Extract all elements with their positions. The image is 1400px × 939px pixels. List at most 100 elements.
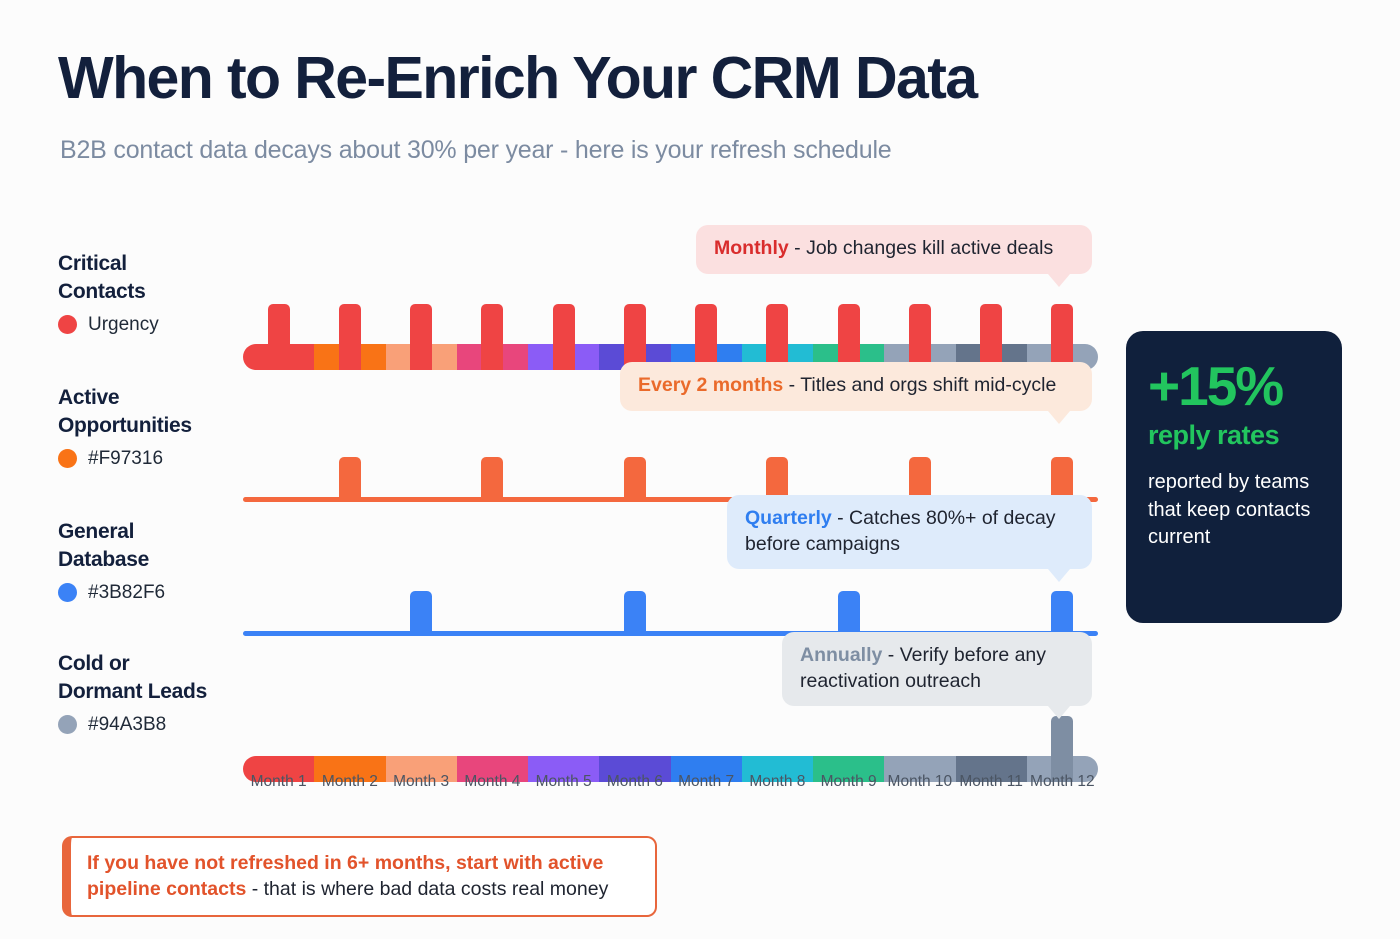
month-tick-label: Month 6 (606, 773, 663, 790)
legend-label: #94A3B8 (88, 713, 167, 735)
refresh-marker[interactable] (837, 304, 860, 370)
legend-dot-icon (58, 315, 77, 335)
callout-dash: - (783, 374, 801, 396)
legend-dot-icon (58, 449, 77, 469)
timeline-segment (314, 756, 386, 782)
refresh-marker[interactable] (695, 304, 718, 370)
month-tick-label: Month 1 (250, 773, 307, 790)
month-tick-label: Month 11 (959, 773, 1023, 790)
legend-dot-icon (58, 583, 77, 603)
refresh-marker[interactable] (623, 457, 646, 502)
track-critical-contacts[interactable] (243, 280, 1098, 370)
month-tick-label: Month 5 (535, 773, 592, 790)
timeline-segment (955, 756, 1027, 782)
row-title-line1: Cold or (58, 652, 130, 675)
row-title-line1: General (58, 520, 135, 543)
month-tick-label: Month 7 (678, 773, 735, 790)
callout-dash: - (788, 237, 807, 259)
track-cold-dormant-leads[interactable] (243, 692, 1098, 782)
refresh-marker[interactable] (623, 591, 646, 636)
refresh-marker[interactable] (1051, 591, 1074, 636)
timeline-segment (243, 756, 315, 782)
row-title-line1: Active (58, 386, 120, 409)
refresh-marker[interactable] (623, 304, 646, 370)
track-active-opportunities[interactable] (243, 412, 1098, 502)
bottom-advice-note: If you have not refreshed in 6+ months, … (62, 836, 657, 918)
segmented-timeline-bar (243, 756, 1098, 782)
refresh-marker[interactable] (267, 304, 290, 370)
bottom-note-lead: If you have not refreshed in 6+ months, … (87, 852, 604, 901)
bottom-note-text: that is where bad data costs real money (263, 878, 609, 901)
callout-quarterly[interactable]: Quarterly - Catches 80%+ of decay before… (727, 495, 1092, 583)
refresh-marker[interactable] (837, 591, 860, 636)
stat-card: +15% reply rates reported by teams that … (1126, 331, 1342, 623)
callout-tail-icon (1048, 706, 1070, 720)
legend-dot-icon (58, 715, 77, 735)
row-legend-active-opportunities: #F97316 (58, 448, 258, 470)
row-label-active-opportunities: Active Opportunities #F97316 (58, 384, 258, 470)
refresh-marker[interactable] (552, 304, 575, 370)
month-tick-label: Month 3 (393, 773, 450, 790)
month-tick-label: Month 9 (820, 773, 877, 790)
callout-annually[interactable]: Annually - Verify before any reactivatio… (782, 632, 1092, 720)
refresh-marker[interactable] (338, 457, 361, 502)
month-tick-label: Month 12 (1030, 773, 1095, 790)
row-label-critical-contacts: Critical Contacts Urgency (58, 250, 258, 336)
refresh-marker[interactable] (1051, 304, 1074, 370)
refresh-marker[interactable] (481, 304, 504, 370)
timeline-baseline (243, 497, 1098, 502)
callout-text: Job changes kill active deals (806, 237, 1054, 259)
refresh-marker[interactable] (1051, 457, 1074, 502)
callout-every-2-months[interactable]: Every 2 months - Titles and orgs shift m… (620, 362, 1092, 424)
callout-lead: Annually (800, 644, 883, 666)
month-axis: Month 1 Month 2 Month 3 Month 4 Month 5 Month… (243, 773, 1098, 791)
callout-dash: - (882, 644, 900, 666)
row-title-line2: Database (58, 548, 149, 572)
callout-text: Titles and orgs shift mid-cycle (800, 374, 1057, 396)
refresh-marker[interactable] (481, 457, 504, 502)
row-legend-critical-contacts: Urgency (58, 314, 258, 336)
legend-label: #F97316 (88, 447, 164, 469)
callout-lead: Every 2 months (638, 374, 784, 396)
callout-tail-icon (1048, 569, 1070, 583)
callout-dash: - (831, 507, 850, 529)
legend-label: #3B82F6 (88, 581, 166, 603)
refresh-marker[interactable] (766, 457, 789, 502)
callout-tail-icon (1048, 273, 1070, 287)
refresh-marker[interactable] (766, 304, 789, 370)
timeline-segment (884, 756, 956, 782)
refresh-marker[interactable] (338, 304, 361, 370)
row-title-line2: Contacts (58, 280, 146, 304)
row-label-general-database: General Database #3B82F6 (58, 518, 258, 604)
refresh-marker[interactable] (980, 304, 1003, 370)
row-label-cold-dormant-leads: Cold or Dormant Leads #94A3B8 (58, 650, 258, 736)
callout-lead: Quarterly (745, 507, 832, 529)
month-tick-label: Month 4 (464, 773, 521, 790)
month-tick-label: Month 10 (887, 773, 953, 790)
page-title: When to Re-Enrich Your CRM Data (58, 45, 978, 111)
row-title-line2: Opportunities (58, 414, 192, 438)
month-tick-label: Month 2 (321, 773, 378, 790)
row-legend-cold-dormant-leads: #94A3B8 (58, 714, 258, 736)
timeline-segment (813, 756, 885, 782)
legend-label: Urgency (88, 313, 159, 335)
timeline-segment (670, 756, 742, 782)
callout-tail-icon (1048, 410, 1070, 424)
timeline-segment (528, 756, 600, 782)
refresh-marker[interactable] (1051, 716, 1074, 782)
callout-text: Verify before any reactivation outreach (800, 644, 1047, 692)
refresh-marker[interactable] (410, 304, 433, 370)
timeline-segment (741, 756, 813, 782)
refresh-marker[interactable] (410, 591, 433, 636)
refresh-marker[interactable] (908, 457, 931, 502)
month-tick-label: Month 8 (749, 773, 806, 790)
refresh-marker[interactable] (908, 304, 931, 370)
stat-subtitle: reply rates (1148, 420, 1280, 450)
callout-lead: Monthly (714, 237, 789, 259)
callout-monthly[interactable]: Monthly - Job changes kill active deals (696, 225, 1092, 287)
stat-description: reported by teams that keep contacts cur… (1148, 471, 1311, 549)
page-subtitle: B2B contact data decays about 30% per ye… (60, 136, 892, 164)
row-title-line2: Dormant Leads (58, 680, 207, 704)
track-general-database[interactable] (243, 546, 1098, 636)
